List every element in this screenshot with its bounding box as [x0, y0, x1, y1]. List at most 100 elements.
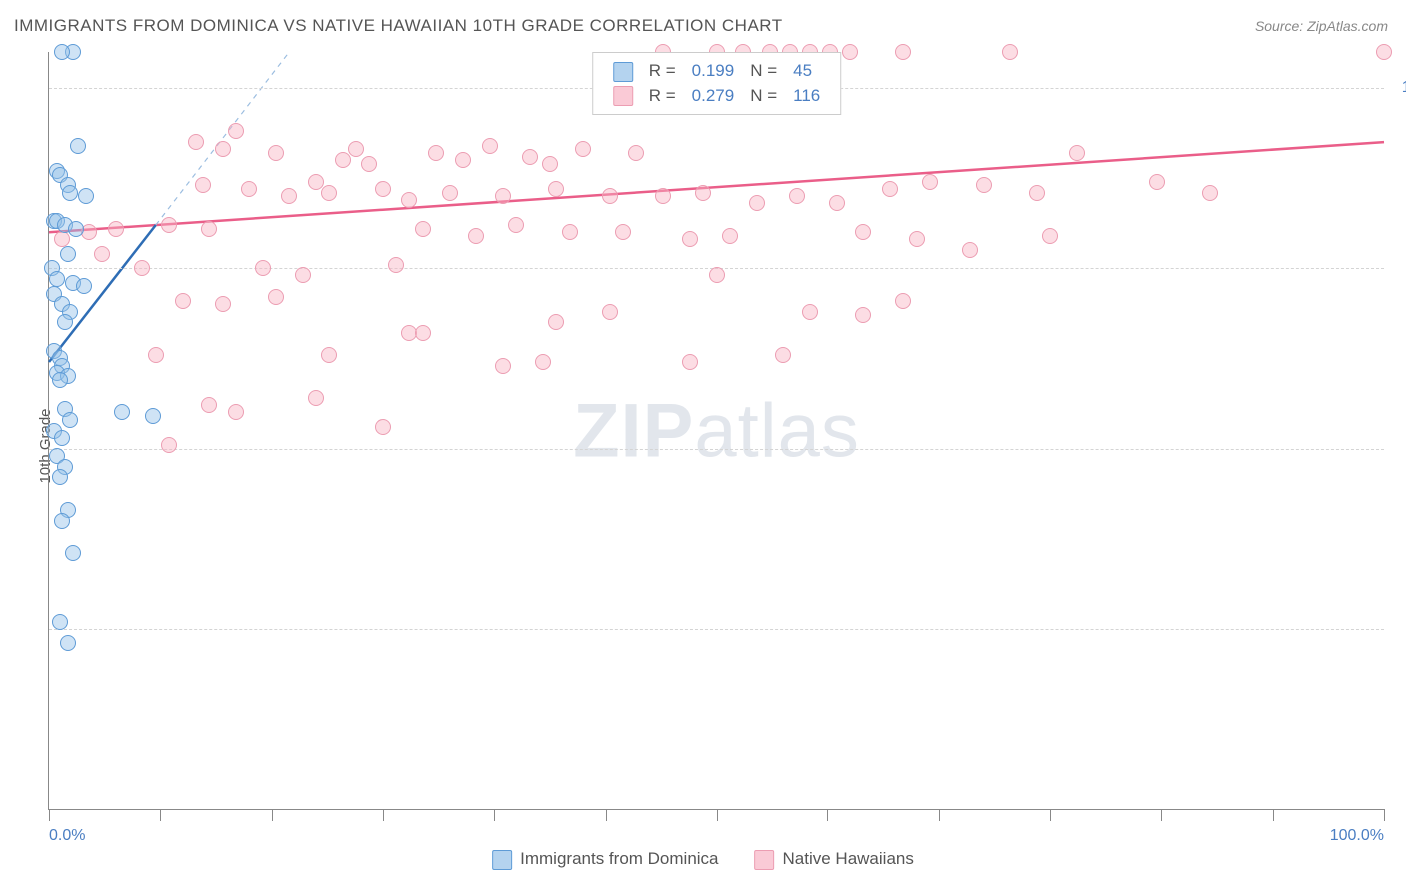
data-point-blue: [62, 412, 78, 428]
data-point-pink: [428, 145, 444, 161]
source-label: Source: ZipAtlas.com: [1255, 18, 1388, 34]
data-point-pink: [268, 289, 284, 305]
data-point-blue: [78, 188, 94, 204]
data-point-pink: [375, 419, 391, 435]
data-point-blue: [114, 404, 130, 420]
data-point-blue: [52, 614, 68, 630]
gridline-h: [49, 449, 1384, 450]
watermark-rest: atlas: [694, 388, 860, 473]
chart-title: IMMIGRANTS FROM DOMINICA VS NATIVE HAWAI…: [14, 16, 783, 36]
data-point-pink: [575, 141, 591, 157]
data-point-pink: [1376, 44, 1392, 60]
data-point-pink: [321, 185, 337, 201]
x-tick: [160, 809, 161, 821]
x-tick: [1050, 809, 1051, 821]
data-point-blue: [57, 314, 73, 330]
data-point-blue: [70, 138, 86, 154]
data-point-blue: [60, 246, 76, 262]
watermark-bold: ZIP: [573, 388, 694, 473]
data-point-blue: [62, 185, 78, 201]
data-point-pink: [482, 138, 498, 154]
legend-r-label: R =: [641, 59, 684, 84]
legend-bottom-item: Native Hawaiians: [755, 849, 914, 868]
data-point-pink: [1042, 228, 1058, 244]
data-point-pink: [455, 152, 471, 168]
legend-n-value: 45: [785, 59, 828, 84]
data-point-pink: [602, 188, 618, 204]
data-point-pink: [976, 177, 992, 193]
data-point-pink: [829, 195, 845, 211]
data-point-pink: [335, 152, 351, 168]
x-tick-label: 100.0%: [1330, 827, 1384, 845]
y-tick-label: 95.0%: [1392, 259, 1406, 277]
legend-bottom-item: Immigrants from Dominica: [492, 849, 718, 868]
data-point-pink: [201, 221, 217, 237]
data-point-pink: [348, 141, 364, 157]
data-point-pink: [882, 181, 898, 197]
data-point-pink: [175, 293, 191, 309]
data-point-blue: [54, 44, 70, 60]
data-point-pink: [508, 217, 524, 233]
data-point-pink: [468, 228, 484, 244]
x-tick: [827, 809, 828, 821]
data-point-blue: [52, 469, 68, 485]
gridline-h: [49, 629, 1384, 630]
plot-area: ZIPatlas R =0.199N =45R =0.279N =116 85.…: [48, 52, 1384, 810]
data-point-pink: [134, 260, 150, 276]
data-point-pink: [722, 228, 738, 244]
data-point-pink: [228, 404, 244, 420]
legend-swatch: [613, 86, 633, 106]
data-point-pink: [268, 145, 284, 161]
data-point-pink: [188, 134, 204, 150]
data-point-pink: [361, 156, 377, 172]
data-point-pink: [108, 221, 124, 237]
legend-row: R =0.279N =116: [605, 84, 829, 109]
data-point-blue: [60, 635, 76, 651]
data-point-blue: [65, 545, 81, 561]
data-point-pink: [375, 181, 391, 197]
x-tick: [1161, 809, 1162, 821]
x-tick: [1273, 809, 1274, 821]
data-point-pink: [749, 195, 765, 211]
y-tick-label: 90.0%: [1392, 440, 1406, 458]
data-point-blue: [68, 221, 84, 237]
data-point-pink: [562, 224, 578, 240]
legend-bottom-label: Immigrants from Dominica: [520, 849, 718, 868]
data-point-pink: [548, 181, 564, 197]
data-point-pink: [682, 231, 698, 247]
data-point-pink: [161, 217, 177, 233]
data-point-pink: [855, 224, 871, 240]
legend-r-label: R =: [641, 84, 684, 109]
data-point-pink: [495, 358, 511, 374]
x-tick: [717, 809, 718, 821]
data-point-blue: [52, 372, 68, 388]
data-point-pink: [709, 267, 725, 283]
x-tick: [606, 809, 607, 821]
data-point-pink: [228, 123, 244, 139]
data-point-pink: [542, 156, 558, 172]
legend-row: R =0.199N =45: [605, 59, 829, 84]
data-point-pink: [548, 314, 564, 330]
data-point-pink: [442, 185, 458, 201]
legend-n-label: N =: [742, 59, 785, 84]
data-point-pink: [255, 260, 271, 276]
x-tick: [383, 809, 384, 821]
data-point-pink: [922, 174, 938, 190]
legend-swatch: [755, 850, 775, 870]
data-point-pink: [909, 231, 925, 247]
data-point-blue: [76, 278, 92, 294]
data-point-pink: [201, 397, 217, 413]
data-point-pink: [602, 304, 618, 320]
data-point-pink: [682, 354, 698, 370]
data-point-pink: [401, 192, 417, 208]
legend-r-value: 0.279: [684, 84, 743, 109]
data-point-pink: [321, 347, 337, 363]
data-point-pink: [802, 304, 818, 320]
data-point-blue: [145, 408, 161, 424]
data-point-pink: [241, 181, 257, 197]
data-point-pink: [655, 188, 671, 204]
data-point-pink: [161, 437, 177, 453]
data-point-pink: [1149, 174, 1165, 190]
data-point-pink: [535, 354, 551, 370]
data-point-pink: [522, 149, 538, 165]
